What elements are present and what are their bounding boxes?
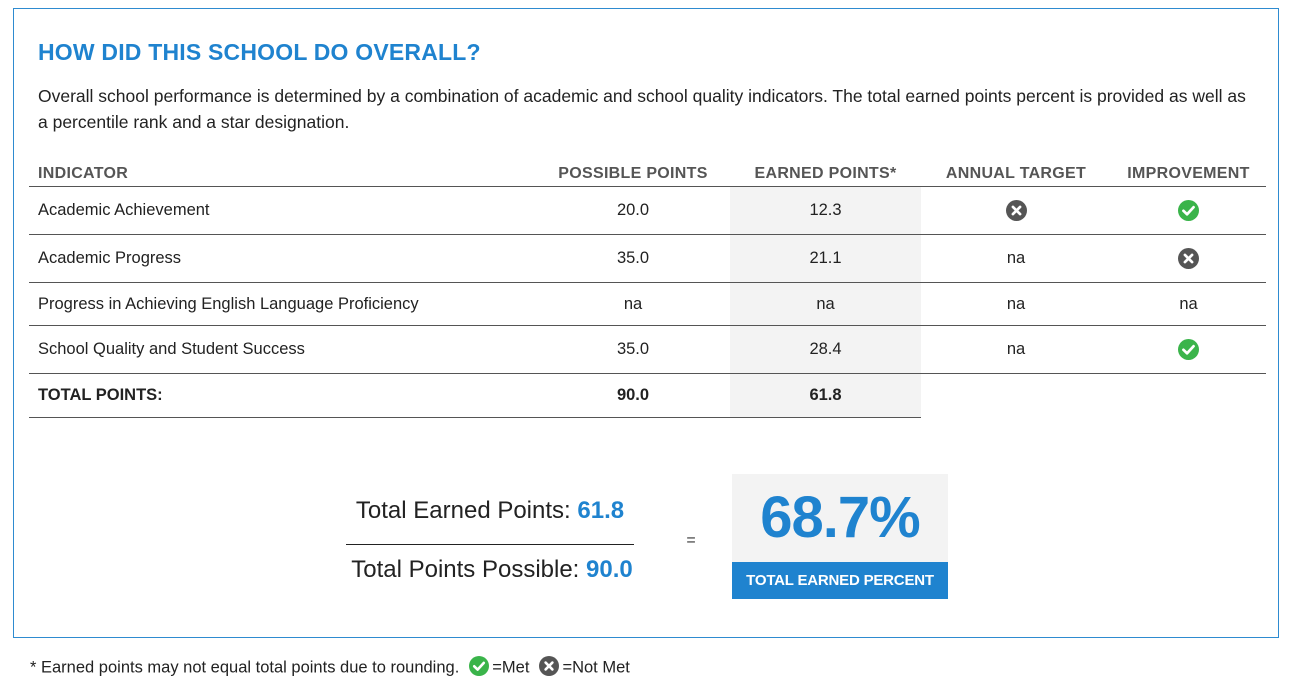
table-row: Academic Achievement 20.0 12.3: [29, 186, 1266, 235]
footnote: * Earned points may not equal total poin…: [30, 658, 630, 678]
section-description: Overall school performance is determined…: [38, 86, 1246, 132]
total-earned-points: 61.8: [730, 373, 921, 418]
earned-points: na: [730, 282, 921, 326]
footnote-text: * Earned points may not equal total poin…: [30, 658, 460, 677]
total-earned-percent-value: 68.7%: [760, 485, 920, 550]
x-circle-icon: [539, 656, 559, 676]
indicator-name: School Quality and Student Success: [29, 325, 536, 374]
possible-points-fraction: Total Points Possible: 90.0: [334, 556, 650, 584]
earned-points: 21.1: [730, 234, 921, 283]
x-circle-icon: [1178, 248, 1199, 269]
table-row: School Quality and Student Success 35.0 …: [29, 325, 1266, 374]
earned-points-fraction: Total Earned Points: 61.8: [344, 497, 636, 525]
improvement: na: [1111, 282, 1266, 326]
indicator-name: Academic Achievement: [29, 186, 536, 235]
possible-points-value: 90.0: [586, 556, 633, 583]
header-earned-points: EARNED POINTS*: [730, 161, 921, 187]
possible-points-label: Total Points Possible:: [351, 556, 580, 583]
indicator-name: Progress in Achieving English Language P…: [29, 282, 536, 326]
total-earned-percent-label: TOTAL EARNED PERCENT: [732, 562, 948, 599]
legend-not-met-label: =Not Met: [562, 658, 630, 677]
indicator-name: Academic Progress: [29, 234, 536, 283]
header-possible-points: POSSIBLE POINTS: [536, 161, 730, 187]
total-earned-percent-box: 68.7% TOTAL EARNED PERCENT: [732, 474, 948, 599]
check-circle-icon: [1178, 200, 1199, 221]
table-header-row: INDICATOR POSSIBLE POINTS EARNED POINTS*…: [29, 161, 1266, 187]
earned-points-label: Total Earned Points:: [355, 497, 571, 524]
indicator-table: INDICATOR POSSIBLE POINTS EARNED POINTS*…: [29, 161, 1266, 418]
empty-cell: [921, 374, 1111, 418]
header-indicator: INDICATOR: [29, 161, 536, 187]
equals-sign: =: [686, 532, 696, 549]
empty-cell: [1111, 374, 1266, 418]
earned-points: 12.3: [730, 186, 921, 235]
x-circle-icon: [1006, 200, 1027, 221]
improvement: [1111, 186, 1266, 235]
total-label: TOTAL POINTS:: [29, 373, 536, 418]
total-possible-points: 90.0: [536, 373, 730, 418]
check-circle-icon: [1178, 339, 1199, 360]
table-row: Academic Progress 35.0 21.1 na: [29, 234, 1266, 283]
fraction-divider: [346, 544, 634, 545]
possible-points: na: [536, 282, 730, 326]
possible-points: 35.0: [536, 325, 730, 374]
header-annual-target: ANNUAL TARGET: [921, 161, 1111, 187]
annual-target: na: [921, 234, 1111, 283]
earned-points: 28.4: [730, 325, 921, 374]
annual-target: [921, 186, 1111, 235]
annual-target: na: [921, 282, 1111, 326]
possible-points: 20.0: [536, 186, 730, 235]
annual-target: na: [921, 325, 1111, 374]
possible-points: 35.0: [536, 234, 730, 283]
improvement: [1111, 234, 1266, 283]
legend-met-label: =Met: [492, 658, 530, 677]
header-improvement: IMPROVEMENT: [1111, 161, 1266, 187]
check-circle-icon: [469, 656, 489, 676]
total-row: TOTAL POINTS: 90.0 61.8: [29, 373, 1266, 418]
overall-performance-panel: HOW DID THIS SCHOOL DO OVERALL? Overall …: [13, 8, 1279, 638]
table-row: Progress in Achieving English Language P…: [29, 282, 1266, 326]
earned-points-value: 61.8: [577, 497, 625, 524]
section-title: HOW DID THIS SCHOOL DO OVERALL?: [38, 39, 481, 65]
improvement: [1111, 325, 1266, 374]
